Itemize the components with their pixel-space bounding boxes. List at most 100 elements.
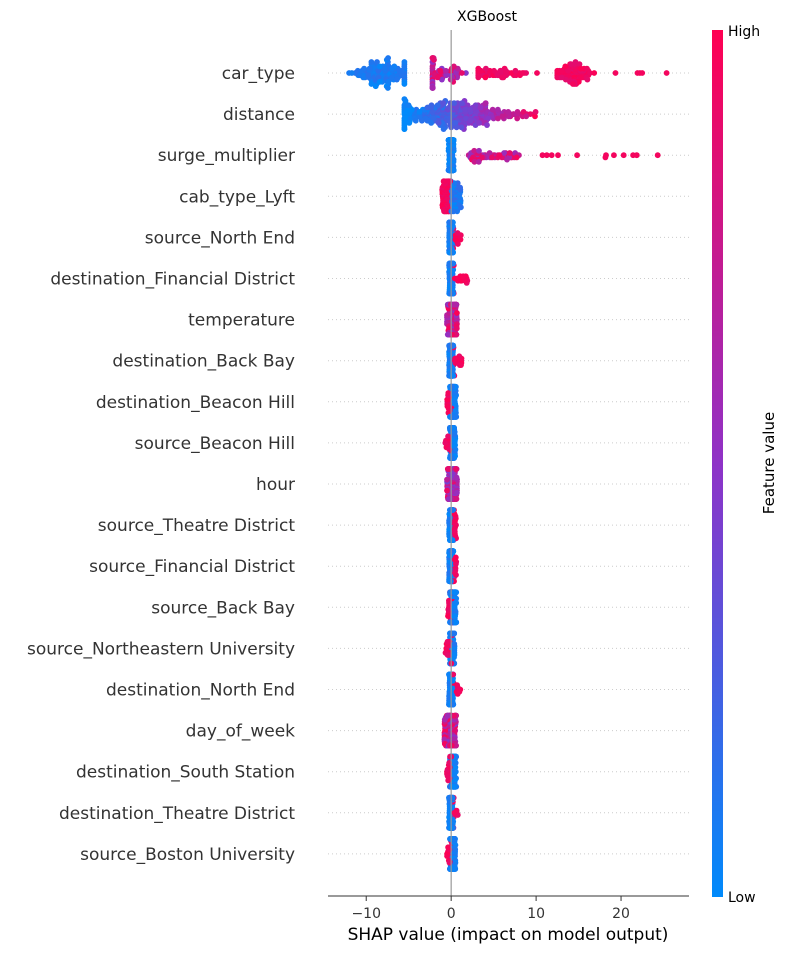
data-point: [639, 70, 646, 76]
data-point: [443, 72, 450, 79]
data-point: [482, 74, 489, 81]
data-point: [451, 641, 458, 647]
data-point: [495, 106, 501, 113]
data-point: [447, 178, 453, 185]
data-point: [365, 72, 372, 79]
data-point: [475, 158, 482, 165]
data-point: [459, 70, 465, 76]
data-point: [454, 682, 460, 688]
data-point: [430, 115, 437, 122]
data-point: [454, 230, 461, 236]
data-point: [440, 126, 447, 132]
data-point: [361, 65, 367, 72]
data-point: [513, 154, 520, 161]
data-point: [543, 152, 550, 159]
data-point: [633, 152, 640, 159]
feature-label: destination_Beacon Hill: [96, 393, 295, 413]
data-point: [376, 63, 383, 70]
data-point: [457, 277, 464, 284]
data-point: [401, 59, 408, 65]
data-point: [451, 589, 458, 596]
colorbar-title: Feature value: [760, 412, 778, 514]
data-point: [405, 102, 412, 109]
data-point: [520, 109, 527, 115]
feature-label: day_of_week: [186, 722, 295, 742]
data-point: [429, 55, 436, 61]
data-point: [445, 844, 451, 851]
data-point: [591, 70, 598, 76]
data-points: [346, 55, 670, 872]
data-point: [449, 372, 455, 379]
data-point: [450, 208, 457, 215]
data-point: [375, 67, 382, 74]
data-point: [398, 72, 405, 79]
data-point: [663, 70, 670, 76]
feature-label: source_North End: [145, 228, 295, 248]
data-point: [497, 67, 504, 74]
data-point: [439, 76, 445, 83]
data-point: [602, 154, 609, 161]
colorbar: High Low Feature value: [712, 24, 778, 906]
data-point: [479, 154, 485, 161]
data-point: [463, 70, 469, 76]
data-point: [396, 67, 403, 74]
data-point: [482, 100, 489, 106]
feature-rows: car_type distance surge_multiplier cab_type…: [27, 64, 689, 865]
data-point: [453, 413, 459, 420]
data-point: [388, 65, 395, 72]
data-point: [452, 554, 459, 561]
x-tick-label: −10: [351, 906, 381, 922]
feature-label: cab_type_Lyft: [179, 187, 295, 207]
feature-label: source_Back Bay: [151, 598, 295, 618]
data-point: [449, 455, 456, 461]
feature-label: temperature: [188, 311, 295, 331]
data-point: [514, 109, 521, 115]
feature-label: source_Beacon Hill: [135, 434, 295, 454]
data-point: [446, 104, 452, 111]
data-point: [385, 55, 391, 61]
data-point: [484, 122, 490, 128]
data-point: [416, 109, 423, 115]
data-point: [463, 115, 469, 122]
data-point: [441, 178, 447, 185]
data-point: [457, 184, 463, 191]
data-point: [519, 70, 526, 76]
data-point: [444, 331, 451, 338]
data-point: [388, 74, 395, 81]
data-point: [539, 152, 546, 159]
data-point: [565, 67, 572, 74]
data-point: [444, 652, 451, 658]
data-point: [451, 809, 458, 816]
data-point: [444, 712, 451, 719]
data-point: [401, 96, 408, 102]
data-point: [458, 124, 465, 131]
data-point: [385, 85, 391, 91]
data-point: [532, 113, 538, 120]
data-point: [406, 120, 413, 126]
data-point: [611, 152, 617, 159]
data-point: [445, 390, 452, 396]
data-point: [575, 78, 582, 85]
feature-label: source_Theatre District: [98, 516, 296, 536]
data-point: [572, 59, 579, 65]
data-point: [428, 120, 435, 126]
data-point: [447, 137, 454, 144]
colorbar-high-label: High: [728, 24, 760, 40]
data-point: [447, 824, 454, 831]
data-point: [612, 70, 619, 76]
x-tick-label: 0: [447, 906, 456, 922]
data-point: [458, 362, 464, 368]
data-point: [577, 65, 584, 72]
data-point: [452, 355, 458, 362]
data-point: [503, 72, 510, 79]
data-point: [453, 325, 460, 332]
data-point: [434, 102, 441, 109]
data-point: [514, 115, 521, 122]
data-point: [445, 777, 452, 784]
data-point: [444, 403, 451, 410]
data-point: [434, 74, 441, 81]
data-point: [523, 113, 530, 120]
data-point: [385, 78, 392, 85]
data-point: [368, 81, 375, 87]
data-point: [467, 117, 474, 124]
